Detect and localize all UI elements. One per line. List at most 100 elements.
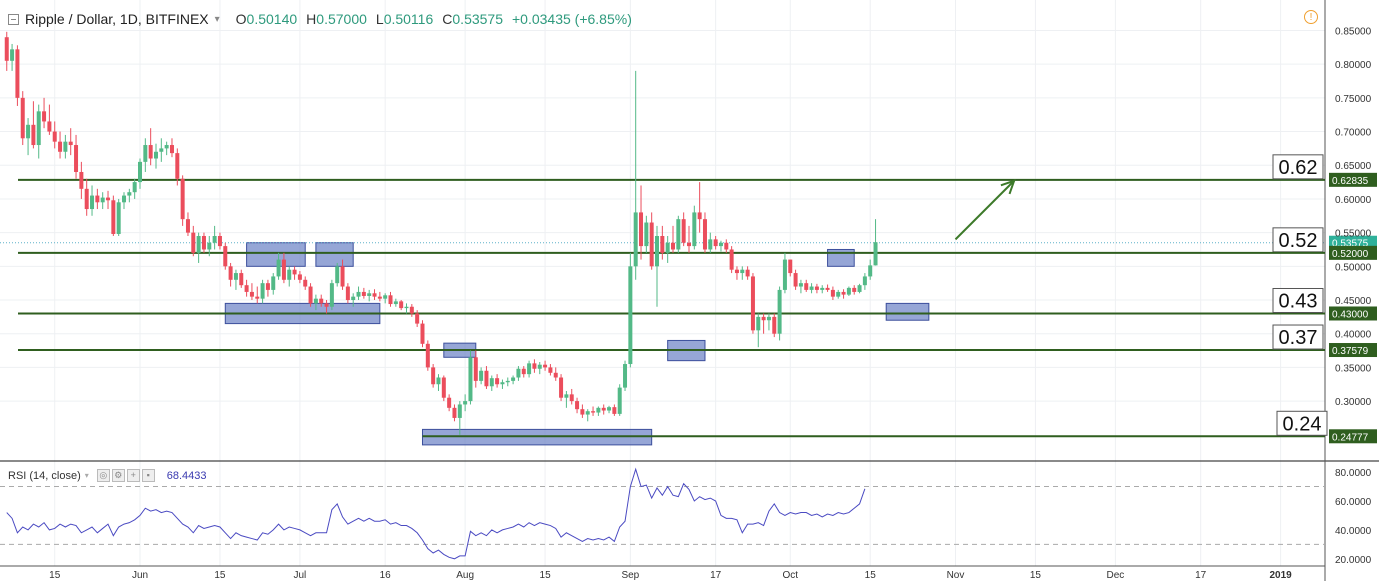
candle-body: [169, 145, 174, 154]
candle-body: [788, 259, 793, 274]
level-annotation-box: [1272, 324, 1324, 350]
candle-body: [553, 372, 558, 378]
level-annotation: 0.43: [1279, 290, 1318, 312]
time-tick-label: 15: [540, 570, 552, 581]
candle-body: [47, 121, 52, 132]
candle-body: [740, 269, 745, 274]
high-value: 0.57000: [316, 11, 367, 27]
collapse-icon[interactable]: [8, 13, 19, 25]
candle-body: [361, 291, 366, 296]
close-value: 0.53575: [452, 11, 503, 27]
open-label: O: [235, 11, 247, 27]
candle-body: [857, 285, 862, 292]
candle-body: [761, 316, 766, 321]
rsi-tick-label: 20.0000: [1335, 555, 1372, 566]
time-tick-label: Jun: [132, 570, 148, 581]
time-tick-label: 15: [1030, 570, 1042, 581]
candle-body: [217, 236, 222, 247]
candle-body: [122, 195, 127, 203]
high-label: H: [306, 11, 317, 27]
candle-body: [26, 124, 31, 139]
rsi-tick-label: 60.0000: [1335, 497, 1372, 508]
candle-body: [383, 295, 388, 299]
candle-body: [377, 296, 382, 299]
alert-icon[interactable]: !: [1304, 10, 1318, 24]
price-tag-label: 0.52000: [1332, 249, 1369, 260]
candle-body: [431, 367, 436, 385]
rsi-tick-label: 80.0000: [1335, 468, 1372, 479]
candle-body: [639, 212, 644, 247]
candle-body: [756, 316, 761, 331]
candle-body: [367, 293, 372, 296]
candle-body: [798, 283, 803, 287]
candle-body: [239, 273, 244, 286]
change-value: +0.03435 (+6.85%): [512, 11, 632, 27]
symbol-title[interactable]: Ripple / Dollar, 1D, BITFINEX: [25, 11, 209, 27]
candle-body: [473, 357, 478, 381]
candle-body: [58, 141, 63, 152]
time-tick-label: Jul: [294, 570, 307, 581]
candle-body: [153, 151, 158, 159]
candle-body: [484, 370, 489, 387]
candle-body: [468, 357, 473, 402]
arrow-head: [1000, 179, 1016, 195]
open-value: 0.50140: [246, 11, 298, 27]
time-tick-label: Nov: [947, 570, 965, 581]
candle-body: [521, 368, 526, 375]
price-tick-label: 0.50000: [1335, 262, 1372, 273]
candle-body: [489, 378, 494, 387]
more-icon[interactable]: ▪: [141, 469, 155, 482]
price-tag: [1329, 245, 1377, 260]
candle-body: [777, 289, 782, 334]
candle-body: [569, 394, 574, 402]
candle-body: [575, 401, 580, 410]
candle-body: [649, 222, 654, 267]
candle-body: [852, 287, 857, 292]
chevron-down-icon[interactable]: ▾: [84, 471, 89, 480]
candle-body: [420, 323, 425, 344]
candle-body: [702, 219, 707, 250]
candle-body: [724, 242, 729, 250]
price-tick-label: 0.40000: [1335, 330, 1372, 341]
candle-body: [132, 182, 137, 193]
chevron-down-icon[interactable]: ▾: [214, 13, 220, 25]
candle-body: [447, 397, 452, 408]
candle-body: [617, 387, 622, 414]
candle-body: [356, 291, 361, 297]
candle-body: [415, 313, 420, 324]
candle-body: [191, 232, 196, 253]
visibility-icon[interactable]: ◎: [96, 469, 110, 482]
candle-body: [543, 364, 548, 368]
candle-body: [436, 377, 441, 385]
candle-body: [612, 407, 617, 414]
candle-body: [718, 242, 723, 247]
candle-body: [708, 239, 713, 250]
candle-body: [825, 287, 830, 290]
zone-box: [885, 302, 930, 321]
candle-body: [399, 301, 404, 309]
time-tick-label: Sep: [621, 570, 639, 581]
price-tag: [1329, 429, 1377, 444]
rsi-label[interactable]: RSI (14, close): [8, 469, 81, 482]
candle-body: [772, 316, 777, 334]
candle-body: [116, 202, 121, 234]
candle-body: [393, 301, 398, 305]
candle-body: [345, 286, 350, 301]
candle-body: [846, 287, 851, 295]
candle-body: [660, 236, 665, 253]
candle-body: [745, 269, 750, 277]
candle-body: [836, 291, 841, 297]
price-tick-label: 0.60000: [1335, 195, 1372, 206]
candle-body: [655, 236, 660, 267]
candle-body: [106, 197, 111, 201]
candle-body: [329, 283, 334, 307]
candle-body: [681, 219, 686, 243]
settings-icon[interactable]: ⚙: [111, 469, 125, 482]
price-tag-label: 0.62835: [1332, 176, 1369, 187]
horizontal-levels: 0.62 0.52 0.43 0.37 0.24: [0, 154, 1328, 438]
price-tag-label: 0.24777: [1332, 432, 1369, 443]
add-icon[interactable]: +: [126, 469, 140, 482]
candle-body: [511, 377, 516, 381]
symbol-header: Ripple / Dollar, 1D, BITFINEX ▾ O 0.50140…: [8, 9, 632, 29]
